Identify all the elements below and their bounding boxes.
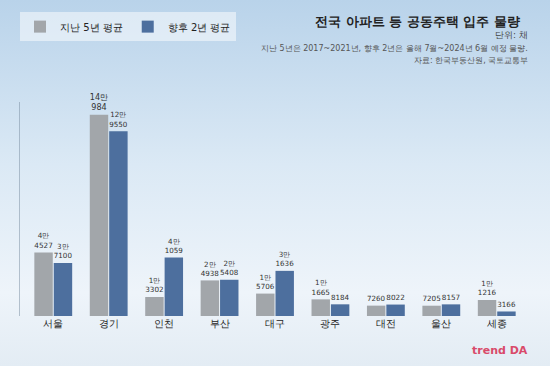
svg-text:향후 2년 평균: 향후 2년 평균 — [168, 22, 231, 33]
svg-text:3만7100: 3만7100 — [54, 242, 73, 260]
svg-text:3166: 3166 — [497, 300, 516, 309]
svg-text:서울: 서울 — [43, 318, 63, 329]
svg-text:2만4938: 2만4938 — [201, 260, 220, 278]
svg-text:4만1059: 4만1059 — [165, 237, 184, 255]
svg-text:단위: 채: 단위: 채 — [495, 30, 528, 40]
svg-text:경기: 경기 — [99, 318, 119, 329]
svg-text:부산: 부산 — [210, 318, 230, 329]
svg-text:7260: 7260 — [367, 294, 386, 303]
svg-text:2만5408: 2만5408 — [220, 259, 239, 277]
svg-text:12만9550: 12만9550 — [109, 110, 128, 128]
svg-text:대구: 대구 — [265, 318, 285, 329]
svg-text:8184: 8184 — [331, 293, 350, 302]
svg-text:광주: 광주 — [320, 318, 340, 329]
svg-text:14만984: 14만984 — [90, 92, 108, 113]
svg-text:trend DA: trend DA — [472, 344, 528, 357]
svg-text:지난 5년 평균: 지난 5년 평균 — [60, 22, 123, 33]
svg-text:전국 아파트 등 공동주택 입주 물량: 전국 아파트 등 공동주택 입주 물량 — [315, 14, 520, 29]
svg-text:세종: 세종 — [487, 318, 507, 329]
svg-text:1만3302: 1만3302 — [145, 276, 163, 294]
svg-text:대전: 대전 — [376, 318, 396, 329]
svg-text:울산: 울산 — [431, 318, 451, 329]
svg-text:8022: 8022 — [386, 293, 404, 302]
svg-text:3만1636: 3만1636 — [276, 250, 295, 268]
svg-text:자료: 한국부동산원, 국토교통부: 자료: 한국부동산원, 국토교통부 — [414, 56, 528, 65]
svg-text:1만1216: 1만1216 — [478, 279, 497, 297]
svg-text:1만1665: 1만1665 — [312, 278, 330, 296]
svg-text:1만5706: 1만5706 — [256, 273, 275, 291]
svg-text:지난 5년은 2017~2021년, 향후 2년은 올해 7: 지난 5년은 2017~2021년, 향후 2년은 올해 7월~2024년 6월… — [261, 44, 528, 53]
svg-text:인천: 인천 — [154, 318, 174, 329]
svg-text:4만4527: 4만4527 — [34, 231, 52, 249]
svg-text:8157: 8157 — [442, 293, 460, 302]
svg-text:7205: 7205 — [422, 294, 440, 303]
